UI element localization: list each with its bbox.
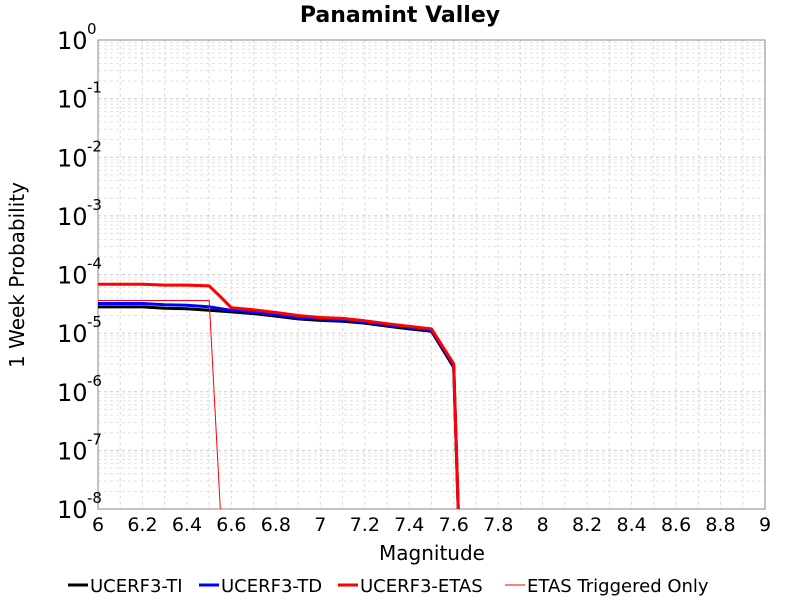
series-layer	[98, 282, 460, 510]
x-tick-label: 8.6	[661, 514, 691, 536]
y-tick-base: 10	[57, 496, 88, 524]
x-tick-label: 7.6	[439, 514, 469, 536]
y-tick-exponent: -7	[87, 430, 102, 448]
x-tick-label: 7.4	[394, 514, 424, 536]
x-tick-label: 6	[92, 514, 104, 536]
y-tick-base: 10	[57, 27, 88, 55]
y-tick-base: 10	[57, 203, 88, 231]
x-ticks: 6 6.2 6.4 6.6 6.8 7 7.2 7.4 7.6 7.8 8 8.2 8.4 8.6 8.8 9	[92, 514, 771, 536]
y-tick-exponent: -3	[87, 196, 102, 214]
x-tick-label: 8.2	[572, 514, 602, 536]
x-tick-label: 7.2	[350, 514, 380, 536]
grid	[97, 40, 766, 510]
x-tick-label: 6.4	[172, 514, 202, 536]
y-tick-exponent: -8	[87, 489, 102, 507]
y-tick-base: 10	[57, 262, 88, 290]
y-tick-exponent: -2	[87, 137, 102, 155]
series-line	[98, 305, 460, 510]
x-tick-label: 6.8	[261, 514, 291, 536]
x-tick-label: 8	[537, 514, 549, 536]
y-tick-exponent: -4	[87, 255, 102, 273]
y-axis-label: 1 Week Probability	[5, 182, 29, 368]
series-line	[98, 302, 460, 510]
y-tick-base: 10	[57, 144, 88, 172]
legend-label: UCERF3-ETAS	[360, 576, 483, 597]
series-line	[98, 282, 460, 510]
y-tick-base: 10	[57, 86, 88, 114]
y-tick-base: 10	[57, 437, 88, 465]
x-tick-label: 6.6	[216, 514, 246, 536]
y-tick-exponent: -6	[87, 372, 102, 390]
x-tick-label: 7.8	[483, 514, 513, 536]
plot-frame	[97, 39, 766, 510]
x-tick-label: 7	[314, 514, 326, 536]
x-tick-label: 8.4	[616, 514, 646, 536]
legend: UCERF3-TI UCERF3-TD UCERF3-ETAS ETAS Trigge…	[68, 576, 709, 597]
y-tick-base: 10	[57, 320, 88, 348]
x-tick-label: 9	[759, 514, 771, 536]
x-tick-label: 6.2	[127, 514, 157, 536]
series-line	[98, 300, 221, 510]
y-tick-exponent: -1	[87, 79, 102, 97]
chart-title: Panamint Valley	[300, 3, 500, 28]
legend-label: UCERF3-TI	[90, 576, 183, 597]
legend-label: ETAS Triggered Only	[527, 576, 709, 597]
y-tick-exponent: 0	[87, 20, 97, 38]
legend-label: UCERF3-TD	[221, 576, 322, 597]
x-axis-label: Magnitude	[379, 541, 485, 565]
x-tick-label: 8.8	[705, 514, 735, 536]
y-tick-exponent: -5	[87, 313, 102, 331]
y-tick-base: 10	[57, 379, 88, 407]
